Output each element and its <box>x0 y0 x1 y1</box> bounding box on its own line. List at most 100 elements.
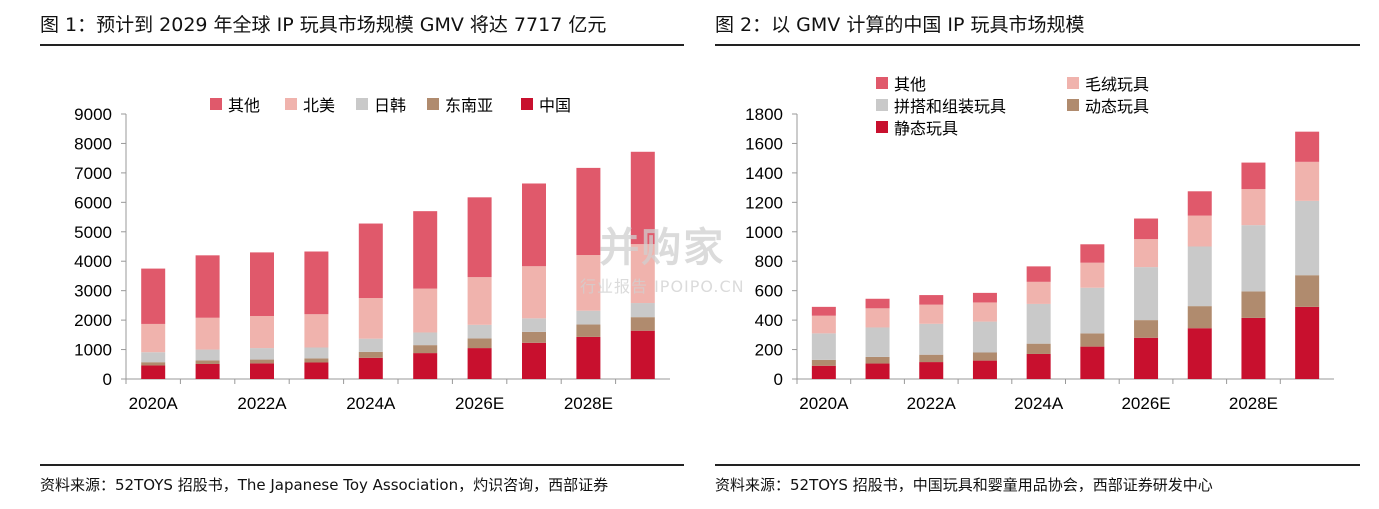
figure-2-top-rule <box>715 44 1360 46</box>
bar-segment <box>413 211 438 289</box>
legend-swatch <box>1067 77 1079 89</box>
legend-label: 北美 <box>303 96 336 115</box>
x-tick-label: 2026E <box>455 394 504 413</box>
x-tick-label: 2024A <box>346 394 396 413</box>
legend-item: 其他 <box>210 92 260 116</box>
legend-label: 静态玩具 <box>894 119 959 138</box>
x-tick-label: 2022A <box>907 394 957 413</box>
bar-segment <box>1241 317 1266 379</box>
bar-segment <box>250 363 274 379</box>
bar-segment <box>1026 353 1051 379</box>
figure-1-bottom-rule <box>40 464 684 466</box>
legend-item: 北美 <box>285 92 335 116</box>
bar-segment <box>413 332 438 346</box>
bar-segment <box>972 292 997 303</box>
y-tick-label: 400 <box>755 311 783 330</box>
y-tick-label: 9000 <box>74 105 112 124</box>
x-tick-label: 2028E <box>1229 394 1278 413</box>
legend-swatch <box>356 98 368 110</box>
y-tick-label: 0 <box>774 370 783 389</box>
y-tick-label: 7000 <box>74 164 112 183</box>
legend-item: 东南亚 <box>427 92 493 116</box>
bar-segment <box>865 298 890 309</box>
bar-segment <box>195 349 220 361</box>
bar-segment <box>972 302 997 322</box>
legend-swatch <box>1067 99 1079 111</box>
bar-segment <box>1295 275 1320 307</box>
legend-label: 东南亚 <box>445 96 494 115</box>
bar-segment <box>811 333 836 360</box>
legend-label: 毛绒玩具 <box>1085 75 1150 94</box>
bar-segment <box>522 266 546 319</box>
bar-segment <box>630 330 655 379</box>
bar-segment <box>195 255 220 318</box>
bar-segment <box>467 324 492 339</box>
legend-swatch <box>285 98 297 110</box>
x-tick-label: 2020A <box>129 394 179 413</box>
y-tick-label: 0 <box>103 370 112 389</box>
bar-segment <box>1026 266 1051 282</box>
legend-swatch <box>876 77 888 89</box>
y-tick-label: 600 <box>755 282 783 301</box>
bar-segment <box>195 363 220 379</box>
y-tick-label: 1800 <box>745 105 783 124</box>
y-tick-label: 2000 <box>74 311 112 330</box>
bar-segment <box>467 338 492 349</box>
bar-segment <box>250 315 274 349</box>
legend-label: 中国 <box>539 96 572 115</box>
bar-segment <box>972 360 997 379</box>
bar-segment <box>358 357 383 379</box>
y-tick-label: 1000 <box>74 341 112 360</box>
bar-segment <box>358 223 383 299</box>
bar-segment <box>467 197 492 278</box>
legend-item: 毛绒玩具 <box>1067 71 1149 95</box>
y-tick-label: 800 <box>755 252 783 271</box>
y-tick-label: 8000 <box>74 134 112 153</box>
x-tick-label: 2026E <box>1121 394 1170 413</box>
y-tick-label: 6000 <box>74 193 112 212</box>
bar-segment <box>1134 218 1159 240</box>
figure-1-chart: 0 1000 2000 3000 4000 5000 6000 7000 8000 9000 202… <box>74 105 670 413</box>
bar-segment <box>1080 244 1105 263</box>
bar-segment <box>1026 303 1051 344</box>
bar-segment <box>972 352 997 361</box>
bar-segment <box>522 183 546 267</box>
legend-label: 日韩 <box>374 96 407 115</box>
bar-segment <box>304 314 329 348</box>
bar-segment <box>865 363 890 379</box>
bar-segment <box>1026 343 1051 354</box>
y-tick-label: 1000 <box>745 223 783 242</box>
x-tick-label: 2022A <box>237 394 287 413</box>
bar-segment <box>630 303 655 318</box>
bar-segment <box>865 327 890 357</box>
bar-segment <box>304 251 329 315</box>
y-tick-label: 1200 <box>745 193 783 212</box>
y-tick-label: 4000 <box>74 252 112 271</box>
legend-swatch <box>210 98 222 110</box>
legend-swatch <box>521 98 533 110</box>
bar-segment <box>141 365 166 379</box>
bar-segment <box>304 347 329 359</box>
figure-1-title: 图 1：预计到 2029 年全球 IP 玩具市场规模 GMV 将达 7717 亿… <box>40 14 607 36</box>
bar-segment <box>195 360 220 364</box>
bar-segment <box>1241 189 1266 226</box>
bar-segment <box>1241 291 1266 318</box>
bar-segment <box>1026 281 1051 304</box>
bar-segment <box>1295 200 1320 276</box>
y-tick-label: 1400 <box>745 164 783 183</box>
bar-segment <box>630 317 655 331</box>
bar-segment <box>1187 191 1212 216</box>
bar-segment <box>141 268 166 324</box>
legend-item: 动态玩具 <box>1067 93 1149 117</box>
legend-label: 动态玩具 <box>1085 97 1150 116</box>
bar-segment <box>1187 328 1212 379</box>
figure-1-source: 资料来源：52TOYS 招股书，The Japanese Toy Associa… <box>40 476 609 494</box>
bar-segment <box>522 331 546 343</box>
bar-segment <box>141 362 166 366</box>
legend-swatch <box>876 99 888 111</box>
x-tick-label: 2020A <box>799 394 849 413</box>
bar-segment <box>1134 320 1159 338</box>
bar-segment <box>576 255 601 311</box>
bar-segment <box>1187 246 1212 307</box>
y-tick-label: 3000 <box>74 282 112 301</box>
